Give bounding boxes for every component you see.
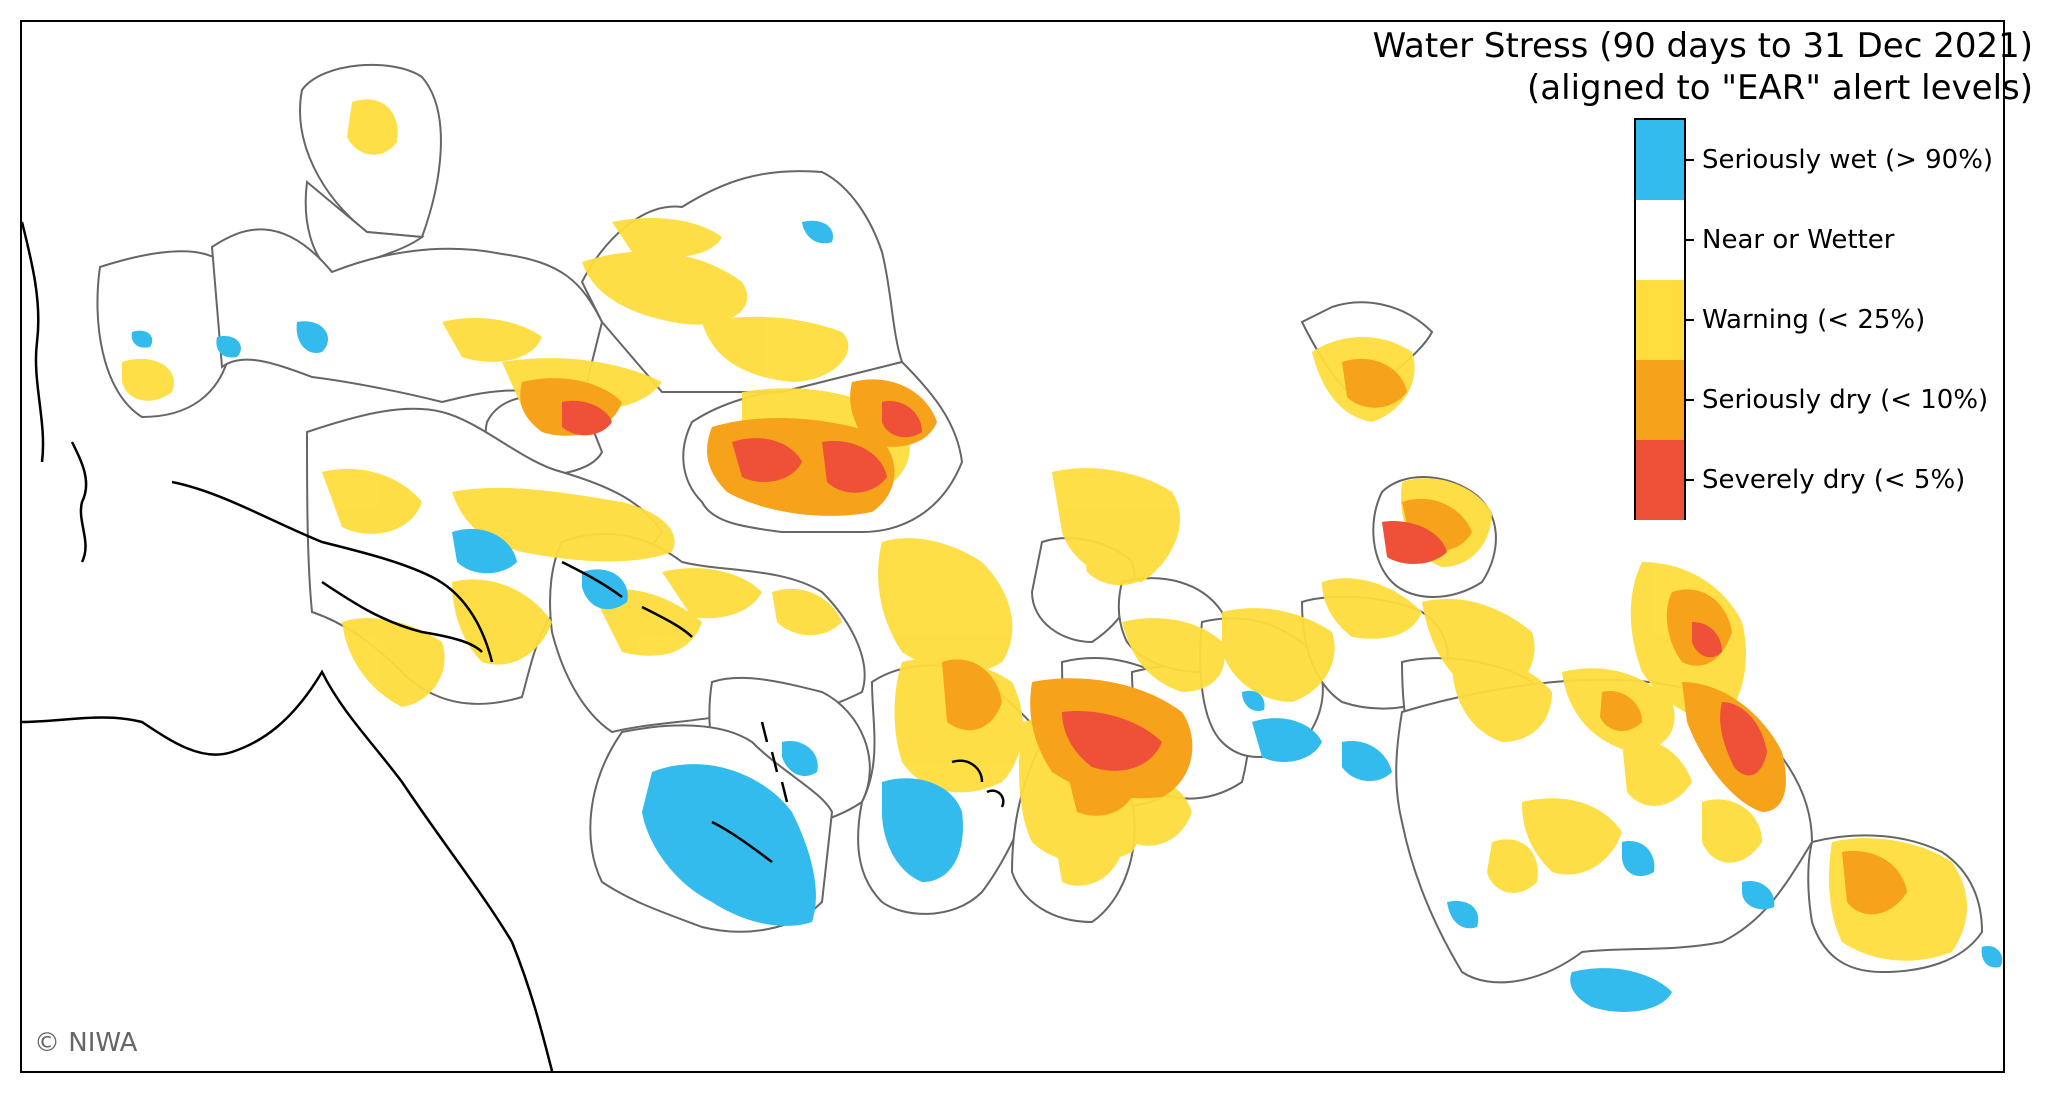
new-guinea-south xyxy=(321,580,483,653)
water-stress-map xyxy=(22,63,2003,1071)
coastlines xyxy=(22,221,1005,1071)
solomon-islands xyxy=(561,560,693,638)
legend-tick xyxy=(1686,479,1694,481)
legend-swatch-near-or-wetter xyxy=(1636,200,1684,280)
legend-swatch-seriously-dry xyxy=(1636,360,1684,440)
seriously-wet-areas xyxy=(131,220,2003,1012)
severely-dry-areas xyxy=(562,400,1767,776)
map-frame xyxy=(20,20,2005,1073)
legend-tick xyxy=(1686,239,1694,241)
asia-edge xyxy=(22,221,45,463)
new-caledonia-island xyxy=(711,820,773,864)
legend-tick xyxy=(1686,399,1694,401)
credit-text: © NIWA xyxy=(34,1028,138,1058)
legend-label-near-or-wetter: Near or Wetter xyxy=(1702,225,1895,255)
map-title-line1: Water Stress (90 days to 31 Dec 2021) xyxy=(1372,26,2033,66)
legend-tick xyxy=(1686,319,1694,321)
vanuatu-islands xyxy=(760,721,789,803)
legend-swatch-warning xyxy=(1636,280,1684,360)
philippines-chain xyxy=(70,441,88,563)
new-guinea-coast xyxy=(171,480,494,663)
legend-swatch-seriously-wet xyxy=(1636,120,1684,200)
legend-swatch-severely-dry xyxy=(1636,440,1684,520)
legend-label-severely-dry: Severely dry (< 5%) xyxy=(1702,465,1966,495)
legend-label-seriously-dry: Seriously dry (< 10%) xyxy=(1702,385,1989,415)
legend-label-seriously-wet: Seriously wet (> 90%) xyxy=(1702,145,1994,175)
legend-colorbar xyxy=(1634,118,1686,520)
legend-label-warning: Warning (< 25%) xyxy=(1702,305,1926,335)
fiji-islands xyxy=(951,759,1005,808)
australia-coast xyxy=(22,669,554,1071)
map-title-line2: (aligned to "EAR" alert levels) xyxy=(1527,68,2033,108)
legend-tick xyxy=(1686,159,1694,161)
